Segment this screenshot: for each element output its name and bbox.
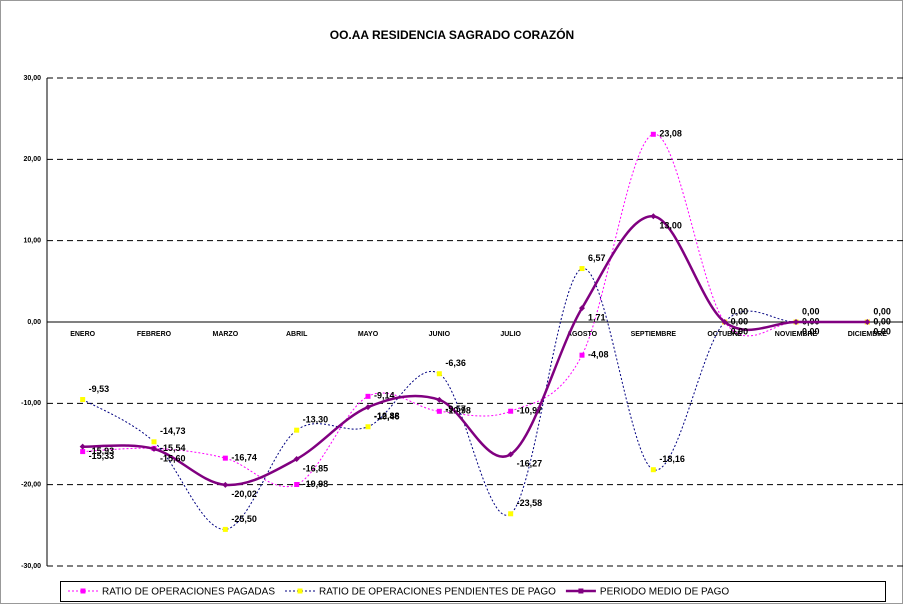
marker bbox=[80, 449, 86, 455]
data-label: -4,08 bbox=[588, 350, 609, 360]
y-tick-label: 10,00 bbox=[23, 238, 41, 245]
x-tick-label: JUNIO bbox=[429, 331, 451, 338]
data-label: -10,97 bbox=[517, 406, 543, 416]
y-tick-label: -30,00 bbox=[21, 563, 41, 570]
marker bbox=[508, 511, 514, 517]
marker bbox=[507, 451, 514, 458]
x-tick-label: SEPTIEMBRE bbox=[631, 331, 677, 338]
data-label: 13,00 bbox=[659, 221, 682, 231]
marker bbox=[508, 408, 514, 414]
marker bbox=[650, 213, 657, 220]
x-tick-label: JULIO bbox=[500, 331, 521, 338]
x-tick-label: DICIEMBRE bbox=[848, 331, 888, 338]
data-label: -16,85 bbox=[303, 463, 329, 473]
legend-label: RATIO DE OPERACIONES PAGADAS bbox=[102, 587, 275, 598]
marker bbox=[365, 404, 371, 411]
marker bbox=[222, 455, 228, 461]
y-tick-label: 30,00 bbox=[23, 75, 41, 82]
data-label: -14,73 bbox=[160, 426, 186, 436]
marker bbox=[80, 397, 86, 403]
marker bbox=[151, 445, 157, 452]
data-label: -15,60 bbox=[160, 453, 186, 463]
marker bbox=[579, 305, 585, 312]
marker bbox=[294, 427, 300, 433]
data-label: -19,98 bbox=[303, 479, 329, 489]
data-label: 0,00 bbox=[731, 306, 749, 316]
data-label: 1,71 bbox=[588, 312, 606, 322]
y-tick-label: 20,00 bbox=[23, 156, 41, 163]
data-label: -9,14 bbox=[374, 391, 395, 401]
x-tick-label: NOVIEMBRE bbox=[775, 331, 818, 338]
data-label: 0,00 bbox=[802, 326, 820, 336]
legend-label: RATIO DE OPERACIONES PENDIENTES DE PAGO bbox=[319, 587, 556, 598]
data-label: -15,33 bbox=[89, 451, 115, 461]
series-line bbox=[82, 268, 868, 530]
data-label: 23,08 bbox=[659, 129, 682, 139]
marker bbox=[650, 131, 656, 137]
data-label: -18,16 bbox=[659, 454, 685, 464]
y-tick-label: -10,00 bbox=[21, 400, 41, 407]
marker bbox=[222, 481, 229, 488]
legend-marker bbox=[80, 588, 86, 594]
data-label: 0,00 bbox=[873, 326, 891, 336]
y-tick-label: -20,00 bbox=[21, 482, 41, 489]
data-label: 0,00 bbox=[802, 306, 820, 316]
x-tick-label: ENERO bbox=[70, 331, 95, 338]
marker bbox=[864, 319, 871, 325]
data-label: 0,00 bbox=[873, 316, 891, 326]
marker bbox=[793, 319, 799, 325]
x-tick-label: ABRIL bbox=[286, 331, 308, 338]
marker bbox=[650, 467, 656, 473]
data-label: -15,54 bbox=[160, 443, 186, 453]
marker bbox=[294, 482, 300, 488]
x-tick-label: MAYO bbox=[358, 331, 379, 338]
data-label: -20,02 bbox=[231, 489, 257, 499]
marker bbox=[293, 456, 300, 463]
data-label: -16,27 bbox=[517, 459, 543, 469]
marker bbox=[721, 319, 728, 325]
data-label: -10,98 bbox=[445, 406, 471, 416]
x-tick-label: MARZO bbox=[212, 331, 238, 338]
data-label: 0,00 bbox=[873, 306, 891, 316]
data-label: -25,50 bbox=[231, 514, 257, 524]
marker bbox=[436, 396, 443, 403]
data-label: -12,88 bbox=[374, 411, 400, 421]
data-label: -6,36 bbox=[445, 358, 466, 368]
legend-marker bbox=[578, 588, 584, 594]
data-label: -15,93 bbox=[89, 446, 115, 456]
marker bbox=[222, 526, 228, 532]
data-label: -23,58 bbox=[517, 498, 543, 508]
data-label: -9,57 bbox=[445, 404, 466, 414]
data-label: 0,00 bbox=[731, 326, 749, 336]
data-label: -16,74 bbox=[231, 453, 257, 463]
data-label: -9,53 bbox=[89, 384, 110, 394]
marker bbox=[579, 352, 585, 358]
legend-box bbox=[60, 581, 886, 602]
marker bbox=[579, 266, 585, 272]
marker bbox=[151, 439, 157, 445]
data-label: 6,57 bbox=[588, 253, 606, 263]
x-tick-label: FEBRERO bbox=[137, 331, 172, 338]
x-tick-label: AGOSTO bbox=[567, 331, 598, 338]
legend-label: PERIODO MEDIO DE PAGO bbox=[600, 587, 729, 598]
chart-title: OO.AA RESIDENCIA SAGRADO CORAZÓN bbox=[330, 27, 574, 42]
data-label: -13,30 bbox=[303, 415, 329, 425]
legend-marker bbox=[297, 588, 303, 594]
x-tick-label: OCTUBRE bbox=[707, 331, 742, 338]
marker bbox=[436, 408, 442, 414]
data-label: 0,00 bbox=[731, 316, 749, 326]
marker bbox=[365, 393, 371, 399]
marker bbox=[79, 443, 86, 450]
marker bbox=[436, 371, 442, 377]
data-label: -10,46 bbox=[374, 411, 400, 421]
marker bbox=[365, 424, 371, 430]
y-tick-label: 0,00 bbox=[27, 319, 41, 326]
